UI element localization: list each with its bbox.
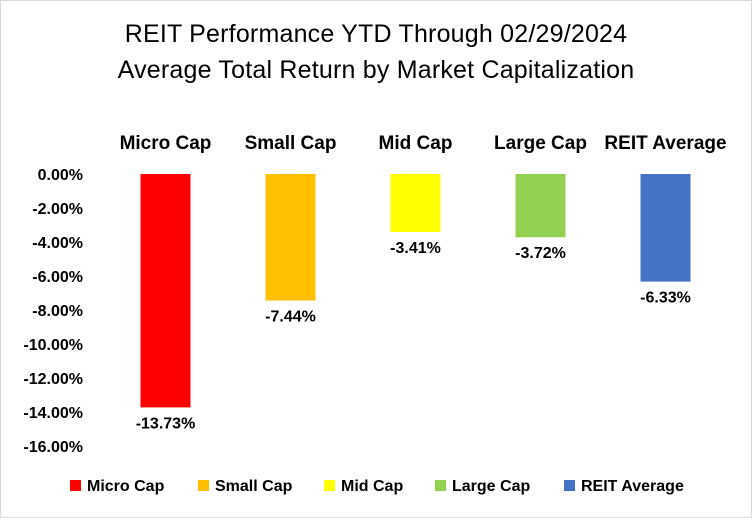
legend: Micro Cap Small Cap Mid Cap Large Cap REIT A… — [70, 478, 684, 495]
category-label: Micro Cap — [120, 133, 212, 154]
legend-swatch — [324, 480, 335, 491]
y-axis: 0.00% -2.00% -4.00% -6.00% -8.00% -10.00% -12.… — [23, 167, 83, 456]
y-tick-label: 0.00% — [38, 167, 83, 184]
data-label: -3.72% — [515, 245, 566, 262]
chart-title: REIT Performance YTD Through 02/29/2024 — [124, 20, 628, 48]
data-label: -6.33% — [640, 290, 691, 307]
bars — [140, 174, 691, 408]
y-tick-label: -14.00% — [23, 405, 83, 422]
legend-swatch — [564, 480, 575, 491]
y-tick-label: -10.00% — [23, 337, 83, 354]
bar — [515, 174, 566, 238]
category-label: Mid Cap — [379, 133, 453, 154]
data-label: -13.73% — [136, 415, 196, 432]
y-tick-label: -8.00% — [32, 303, 83, 320]
bar — [265, 174, 316, 301]
y-tick-label: -12.00% — [23, 371, 83, 388]
legend-label: Small Cap — [215, 478, 293, 495]
data-labels: -13.73% -7.44% -3.41% -3.72% -6.33% — [136, 240, 691, 432]
y-tick-label: -4.00% — [32, 235, 83, 252]
legend-label: Large Cap — [452, 478, 530, 495]
bar — [140, 174, 191, 408]
bar — [390, 174, 441, 232]
y-tick-label: -6.00% — [32, 269, 83, 286]
category-label: Large Cap — [494, 133, 587, 154]
category-labels: Micro Cap Small Cap Mid Cap Large Cap REIT A… — [120, 133, 727, 154]
y-tick-label: -16.00% — [23, 439, 83, 456]
chart-subtitle: Average Total Return by Market Capitaliz… — [117, 56, 635, 84]
category-label: REIT Average — [604, 133, 726, 154]
data-label: -7.44% — [265, 308, 316, 325]
category-label: Small Cap — [245, 133, 337, 154]
bar — [640, 174, 691, 282]
legend-swatch — [70, 480, 81, 491]
legend-swatch — [198, 480, 209, 491]
y-tick-label: -2.00% — [32, 201, 83, 218]
legend-label: REIT Average — [581, 478, 684, 495]
legend-swatch — [435, 480, 446, 491]
legend-label: Mid Cap — [341, 478, 403, 495]
data-label: -3.41% — [390, 240, 441, 257]
legend-label: Micro Cap — [87, 478, 165, 495]
